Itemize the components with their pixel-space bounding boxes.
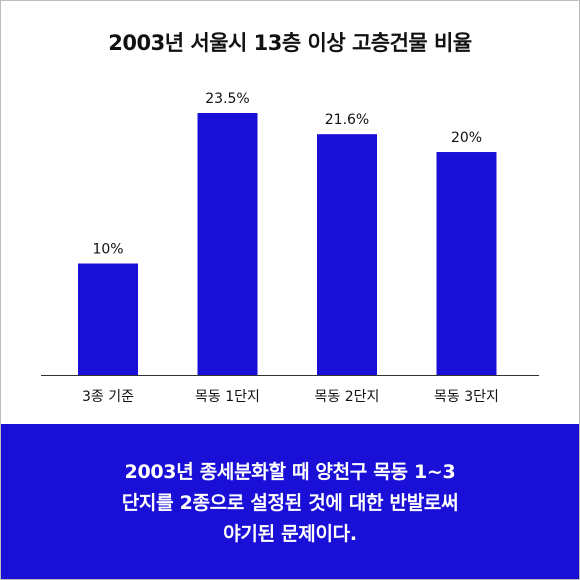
value-label-group: 10% 23.5% 21.6% 20% [92,91,482,258]
bar-3 [317,134,377,375]
bar-chart: 10% 23.5% 21.6% 20% 3종 기준 목동 1단지 목동 2단지 목동 3단지 [41,91,539,405]
bar-group [78,113,497,375]
category-label-4: 목동 3단지 [434,389,499,405]
category-label-3: 목동 2단지 [315,389,380,405]
category-label-group: 3종 기준 목동 1단지 목동 2단지 목동 3단지 [82,389,499,405]
bar-2 [197,113,258,375]
category-label-2: 목동 1단지 [195,389,260,405]
chart-title: 2003년 서울시 13층 이상 고층건물 비율 [108,31,472,55]
value-label-4: 20% [451,130,482,146]
caption-text: 2003년 종세분화할 때 양천구 목동 1~3 단지를 2종으로 설정된 것에… [121,461,459,545]
bar-4 [436,152,497,375]
value-label-1: 10% [92,242,123,258]
caption-banner: 2003년 종세분화할 때 양천구 목동 1~3 단지를 2종으로 설정된 것에… [1,424,579,579]
bar-1 [78,263,138,375]
value-label-2: 23.5% [205,91,249,107]
value-label-3: 21.6% [325,112,369,128]
category-label-1: 3종 기준 [82,389,134,405]
